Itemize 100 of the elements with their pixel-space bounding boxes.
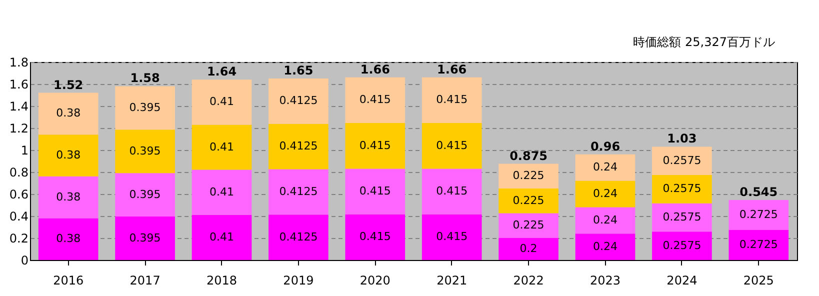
bar: [652, 232, 712, 260]
x-tick-label: 2025: [743, 274, 774, 288]
data-label: 0.2575: [662, 238, 702, 252]
bar: [575, 234, 636, 260]
bar: [115, 130, 175, 174]
y-tick-label: 0: [20, 254, 28, 268]
bar: [498, 238, 558, 260]
data-label: 0.41: [210, 95, 234, 108]
data-label: 0.41: [210, 140, 234, 154]
data-label: 0.395: [129, 100, 161, 114]
bar: [575, 207, 636, 234]
data-label: 0.41: [210, 185, 234, 198]
total-label: 1.66: [360, 62, 390, 76]
y-tick-label: 0.2: [9, 232, 28, 246]
bar: [192, 170, 252, 215]
bar: [345, 77, 406, 124]
bar: [422, 168, 482, 214]
data-label: 0.2725: [739, 208, 778, 222]
data-label: 0.4125: [279, 140, 318, 153]
bar: [652, 175, 712, 204]
bar: [345, 214, 406, 260]
data-label: 0.225: [512, 194, 544, 207]
x-tick-label: 2021: [436, 274, 468, 288]
bar: [345, 123, 406, 169]
data-label: 0.225: [512, 169, 544, 182]
data-label: 0.415: [359, 230, 391, 244]
x-tick-label: 2022: [513, 274, 544, 288]
bar: [498, 213, 558, 238]
y-tick-label: 1.4: [9, 100, 28, 114]
bar: [728, 230, 789, 260]
data-label: 0.2575: [662, 154, 702, 167]
x-tick-label: 2023: [590, 274, 621, 288]
x-tick-label: 2019: [283, 274, 314, 288]
bar: [728, 200, 789, 230]
data-label: 0.24: [593, 213, 618, 226]
total-label: 1.52: [54, 78, 84, 92]
total-label: 1.58: [130, 71, 160, 86]
total-label: 0.875: [510, 148, 548, 163]
y-tick-label: 1.8: [9, 56, 28, 70]
total-label: 0.545: [740, 185, 778, 200]
total-label: 1.66: [437, 62, 467, 76]
bar: [192, 124, 252, 170]
data-label: 0.2575: [662, 182, 702, 196]
total-label: 1.03: [667, 132, 697, 146]
x-tick-label: 2016: [53, 274, 84, 288]
data-label: 0.4125: [279, 230, 318, 244]
data-label: 0.38: [56, 106, 81, 120]
data-label: 0.38: [56, 232, 81, 246]
total-label: 1.65: [284, 64, 314, 78]
bar: [192, 214, 252, 260]
bar: [38, 134, 98, 176]
x-tick-label: 2020: [360, 274, 390, 288]
bar: [575, 180, 636, 208]
bar: [115, 216, 175, 260]
bar: [115, 173, 175, 217]
data-label: 0.395: [129, 188, 161, 201]
data-label: 0.41: [210, 230, 234, 244]
data-label: 0.38: [56, 190, 81, 204]
bar: [575, 154, 636, 181]
bar: [345, 168, 406, 214]
data-label: 0.24: [593, 240, 618, 253]
data-label: 0.415: [436, 138, 468, 152]
bar: [498, 188, 558, 214]
bar: [422, 214, 482, 260]
y-tick-label: 0.4: [9, 210, 28, 224]
text: 時価総額 25,327百万ドル: [633, 35, 775, 49]
data-label: 0.24: [593, 187, 618, 200]
y-tick-label: 1.6: [9, 78, 28, 92]
total-label: 1.64: [206, 64, 237, 79]
bar: [115, 86, 175, 130]
data-label: 0.38: [56, 148, 81, 162]
x-tick-label: 2024: [666, 274, 698, 288]
data-label: 0.415: [359, 184, 391, 198]
bar: [422, 123, 482, 169]
bar: [38, 218, 98, 260]
data-label: 0.4125: [279, 184, 318, 198]
data-label: 0.395: [129, 144, 161, 158]
y-tick-label: 1.2: [9, 122, 28, 136]
total-label: 0.96: [590, 139, 620, 154]
data-label: 0.2725: [739, 238, 778, 252]
data-label: 0.395: [129, 231, 161, 244]
data-label: 0.415: [359, 93, 391, 106]
bar: [268, 169, 328, 215]
bar: [498, 164, 558, 188]
bar: [38, 176, 98, 218]
data-label: 0.415: [359, 138, 391, 152]
data-label: 0.4125: [279, 94, 318, 108]
bar: [268, 78, 328, 124]
y-tick-label: 0.8: [9, 166, 28, 180]
bar: [192, 80, 252, 125]
data-label: 0.24: [593, 160, 618, 174]
y-tick-label: 0.6: [9, 188, 28, 202]
bar: [652, 146, 712, 176]
data-label: 0.2: [520, 242, 538, 255]
y-tick-label: 1: [20, 144, 28, 158]
data-label: 0.2575: [662, 210, 702, 224]
data-label: 0.415: [436, 93, 468, 106]
bar: [268, 214, 328, 260]
bar: [652, 203, 712, 232]
x-tick-label: 2018: [206, 274, 238, 288]
